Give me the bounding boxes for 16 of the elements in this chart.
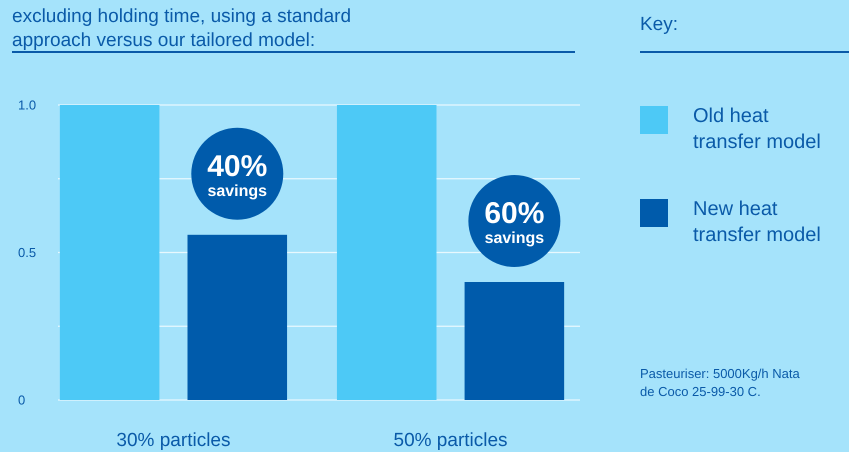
y-tick-label: 0.5 <box>18 245 36 260</box>
chart-title: excluding holding time, using a standard approach versus our tailored model: <box>12 6 352 51</box>
legend-title: Key: <box>640 14 678 35</box>
bar <box>336 105 436 400</box>
text: Pasteuriser: 5000Kg/h Nata de Coco 25-99-30 C. <box>640 366 800 399</box>
x-tick-label: 30% particles <box>116 430 230 451</box>
y-tick-label: 0 <box>18 392 26 408</box>
legend-label: Old heat transfer model <box>693 105 821 153</box>
annotation: 40% savings <box>207 150 268 200</box>
x-tick-label: 50% particles <box>394 430 508 451</box>
bar <box>188 234 288 400</box>
bar <box>60 105 160 400</box>
bar <box>464 282 564 400</box>
annotation: 60% savings <box>484 197 544 247</box>
y-tick-label: 1.0 <box>18 98 36 113</box>
legend-label: New heat transfer model <box>693 198 821 246</box>
